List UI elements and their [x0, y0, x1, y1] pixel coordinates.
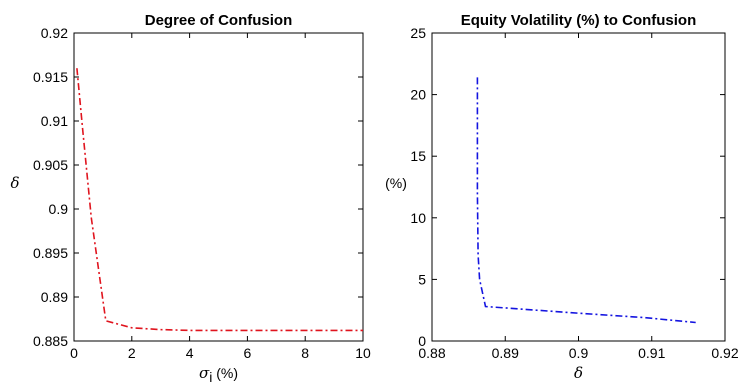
y-tick-label: 0.915 — [33, 69, 68, 85]
y-tick-label: 20 — [410, 87, 426, 103]
chart-title: Equity Volatility (%) to Confusion — [461, 12, 697, 29]
x-tick-label: 0.92 — [711, 345, 738, 361]
y-axis-label: δ — [10, 174, 19, 192]
x-tick-label: 4 — [186, 345, 194, 361]
tick-group: 0.88 0.89 0.9 0.91 0.92 0 5 10 15 20 25 — [410, 25, 738, 361]
y-tick-label: 0.885 — [33, 333, 68, 349]
y-tick-label: 25 — [410, 25, 426, 41]
y-tick-label: 0.92 — [41, 25, 68, 41]
y-tick-label: 0 — [418, 333, 426, 349]
x-tick-label: 0.89 — [492, 345, 519, 361]
y-tick-label: 10 — [410, 210, 426, 226]
chart-degree-of-confusion: Degree of Confusion 0 2 4 6 8 10 0.885 0.89 0.89… — [10, 12, 371, 384]
x-axis-label-symbol: σ — [199, 364, 210, 382]
y-axis-label: (%) — [385, 175, 407, 191]
x-tick-label: 0.91 — [638, 345, 665, 361]
y-tick-label: 0.89 — [41, 289, 68, 305]
x-axis-label-unit: (%) — [216, 365, 238, 381]
x-tick-label: 2 — [128, 345, 136, 361]
x-tick-label: 10 — [355, 345, 371, 361]
y-tick-label: 0.9 — [49, 201, 69, 217]
series-line — [76, 68, 363, 332]
x-axis-label-subscript: i — [209, 369, 212, 384]
x-tick-label: 6 — [244, 345, 252, 361]
plot-area-frame — [431, 32, 726, 342]
tick-group: 0 2 4 6 8 10 0.885 0.89 0.895 0.9 0.905 0.91 0.915 0.… — [33, 25, 371, 361]
y-tick-label: 0.895 — [33, 245, 68, 261]
y-tick-label: 5 — [418, 271, 426, 287]
x-tick-label: 0 — [70, 345, 78, 361]
x-axis-label: δ — [574, 364, 583, 382]
x-axis-label: σi (%) — [199, 364, 238, 384]
chart-equity-volatility: Equity Volatility (%) to Confusion 0.88 0… — [385, 12, 738, 382]
x-tick-label: 8 — [301, 345, 309, 361]
chart-title: Degree of Confusion — [145, 12, 293, 29]
plot-area-frame — [73, 32, 364, 342]
series-line — [476, 77, 696, 324]
y-tick-label: 15 — [410, 148, 426, 164]
y-tick-label: 0.91 — [41, 113, 68, 129]
x-tick-label: 0.88 — [418, 345, 445, 361]
x-tick-label: 0.9 — [569, 345, 589, 361]
y-tick-label: 0.905 — [33, 157, 68, 173]
